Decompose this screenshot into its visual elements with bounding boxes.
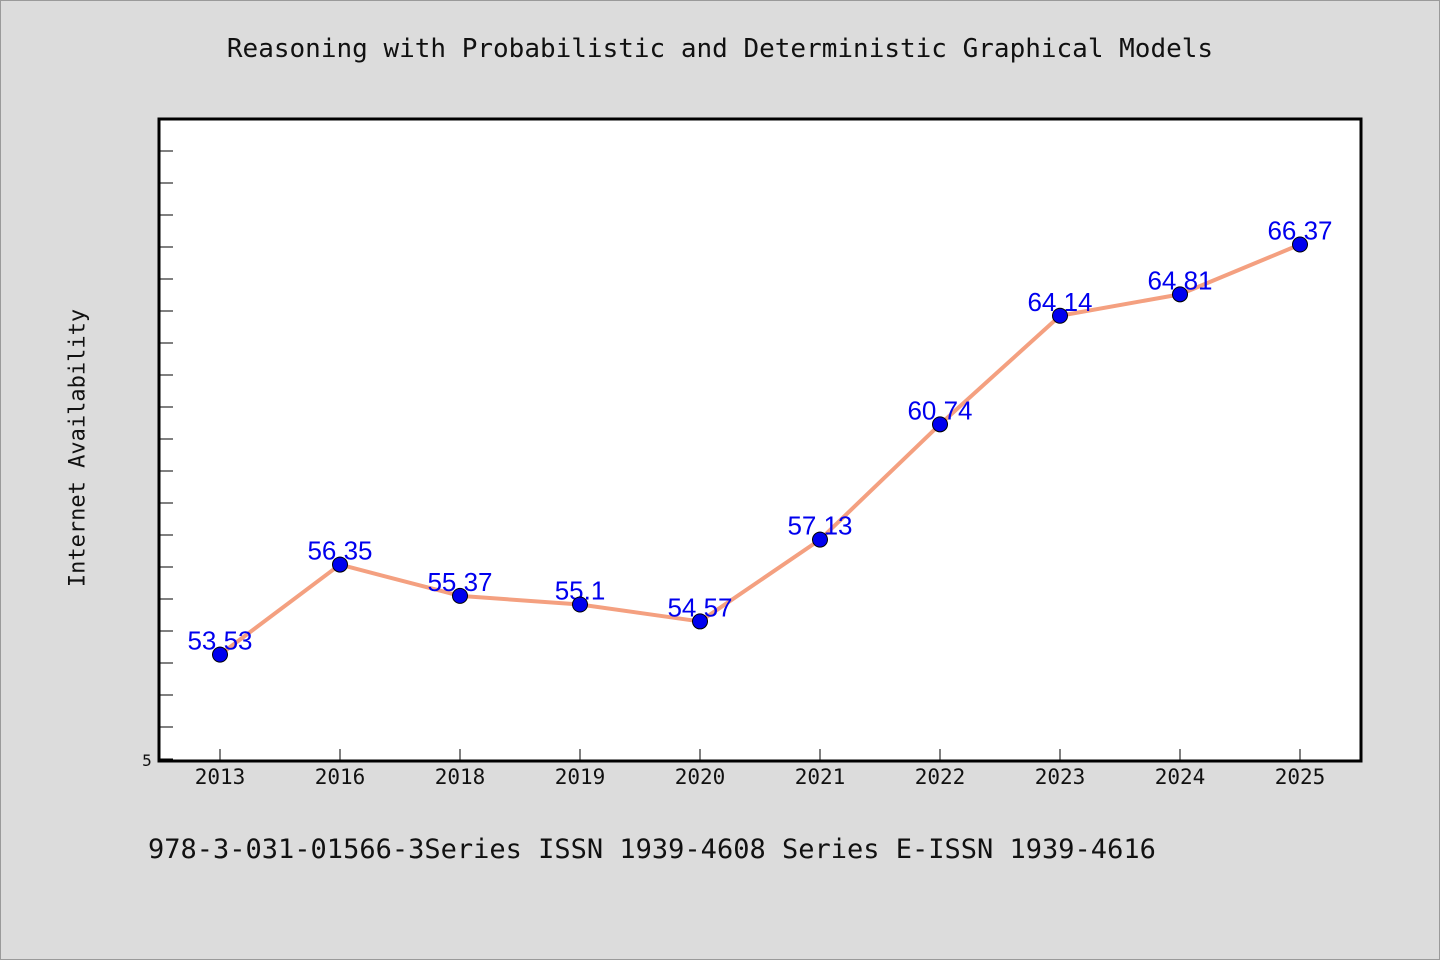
chart-title: Reasoning with Probabilistic and Determi…	[226, 34, 1214, 64]
data-point	[212, 646, 228, 663]
x-tick-label: 2016	[315, 765, 366, 789]
x-tick-label: 2025	[1275, 765, 1326, 789]
x-tick-label: 2023	[1035, 765, 1086, 789]
x-tick-label: 2018	[435, 765, 486, 789]
data-point	[572, 596, 588, 613]
footer-isbn-text: 978-3-031-01566-3Series ISSN 1939-4608 S…	[148, 834, 1156, 865]
x-tick-label: 2021	[795, 765, 846, 789]
data-point	[932, 416, 948, 433]
data-point	[812, 531, 828, 548]
x-tick-label: 2024	[1155, 765, 1206, 789]
data-point	[332, 556, 348, 573]
data-point	[1292, 236, 1308, 253]
x-tick-label: 2019	[555, 765, 606, 789]
data-point	[1172, 286, 1188, 303]
data-point	[452, 587, 468, 604]
y-tick-label: 5	[142, 751, 152, 770]
data-point	[1052, 307, 1068, 324]
data-point	[692, 613, 708, 630]
plot-area-frame	[157, 117, 1363, 763]
x-tick-label: 2013	[195, 765, 246, 789]
x-tick-label: 2020	[675, 765, 726, 789]
series-line	[218, 242, 1302, 657]
x-tick-label: 2022	[915, 765, 966, 789]
